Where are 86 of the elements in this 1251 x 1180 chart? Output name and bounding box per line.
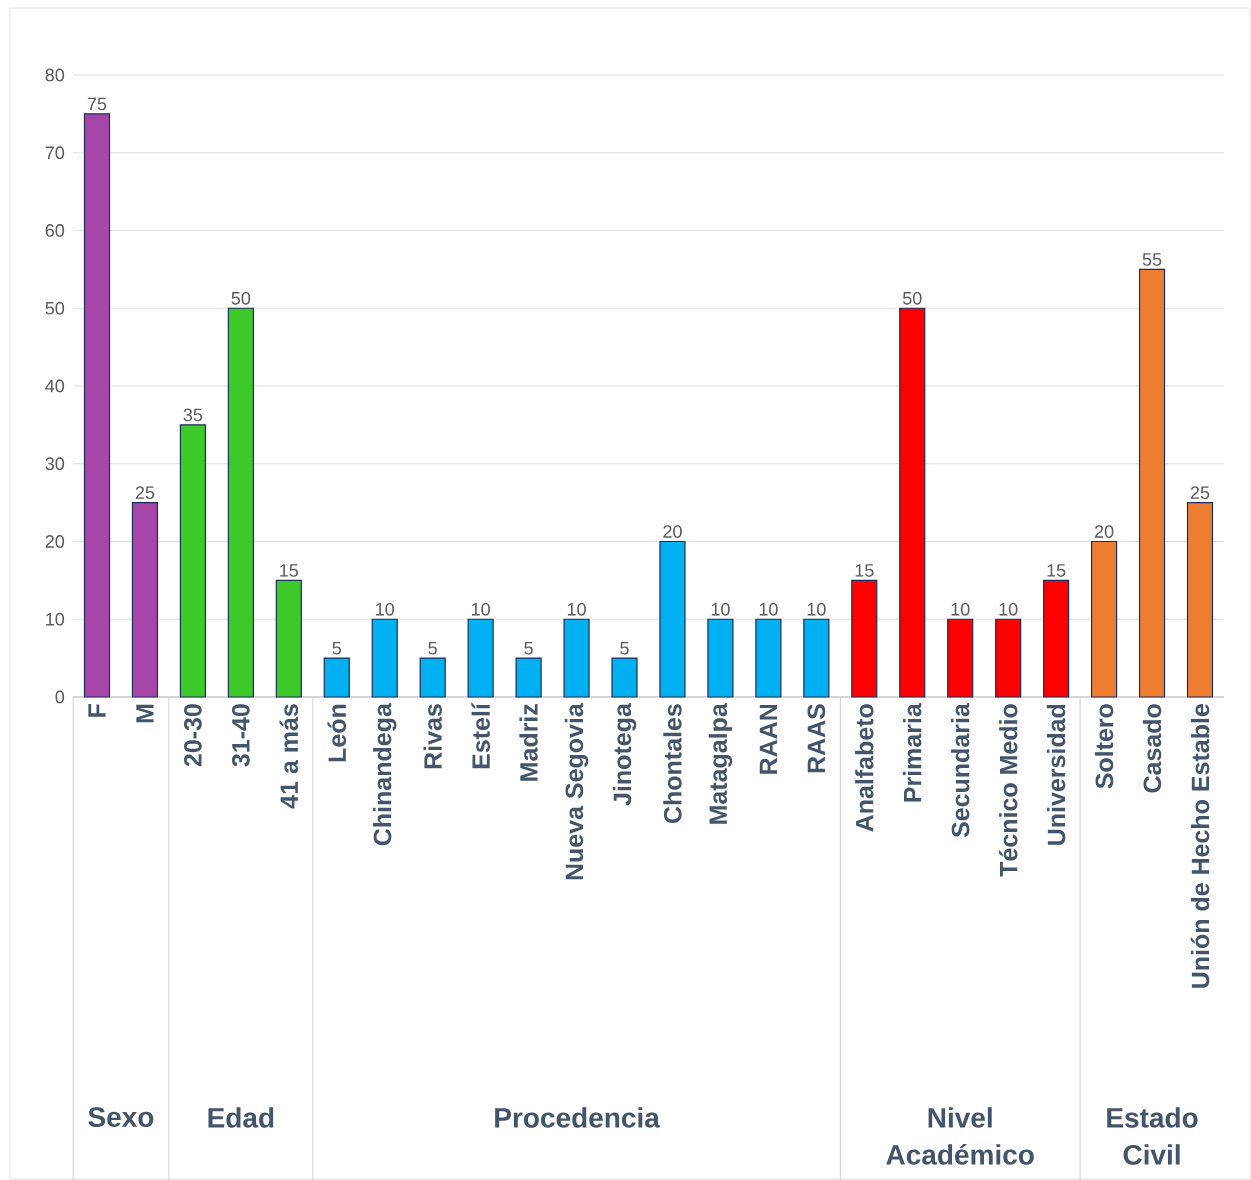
x-tick-label: Soltero	[1094, 704, 1114, 789]
x-tick-label: León	[327, 704, 347, 762]
bar	[755, 618, 782, 698]
bar	[323, 657, 350, 698]
bar	[371, 618, 398, 698]
text: Sexo	[88, 1107, 154, 1128]
x-tick-label: Secundaria	[951, 703, 970, 838]
bar	[1186, 502, 1214, 698]
data-label: 55	[1142, 253, 1162, 266]
x-tick-label: Primaria	[903, 703, 922, 802]
x-tick-label: 41 a más	[279, 704, 299, 809]
x-tick-label: 31-40	[231, 704, 250, 767]
data-label: 10	[471, 602, 490, 616]
data-label: 20	[1094, 525, 1114, 538]
data-label: 25	[1190, 486, 1210, 500]
bar	[515, 657, 542, 698]
bar	[179, 424, 206, 698]
x-tick-label: RAAS	[807, 704, 826, 773]
y-tick-label: 30	[45, 457, 65, 471]
x-tick-label: Madriz	[519, 704, 538, 781]
data-label: 10	[807, 602, 826, 616]
bar	[707, 618, 734, 698]
data-label: 5	[524, 641, 533, 655]
text: Nivel Académico	[886, 1107, 1034, 1165]
data-label: 35	[183, 408, 203, 422]
data-label: 5	[428, 641, 437, 655]
x-tick-label: Analfabeto	[855, 704, 874, 832]
bar	[227, 307, 254, 698]
y-tick-label: 0	[55, 690, 65, 704]
data-label: 15	[855, 564, 874, 577]
data-label: 10	[567, 602, 586, 616]
y-tick-label: 60	[45, 224, 65, 237]
bar	[563, 618, 590, 698]
bar	[467, 618, 494, 698]
bar	[419, 657, 446, 698]
x-tick-label: F	[88, 704, 106, 717]
y-tick-label: 20	[45, 535, 65, 548]
data-label: 10	[376, 602, 395, 616]
data-label: 10	[711, 602, 730, 616]
text: Procedencia	[495, 1107, 660, 1128]
x-tick-label: Unión de Hecho Estable	[1190, 704, 1210, 988]
data-label: 25	[135, 486, 155, 500]
bar	[659, 540, 686, 698]
bar	[131, 502, 159, 698]
x-tick-label: Rivas	[423, 704, 442, 769]
x-tick-label: M	[136, 704, 154, 723]
x-tick-label: Matagalpa	[708, 703, 733, 824]
x-tick-label: Nueva Segovia	[564, 703, 589, 880]
y-tick-label: 50	[45, 301, 65, 315]
bar	[1090, 540, 1118, 698]
data-label: 10	[759, 602, 778, 616]
data-label: 75	[87, 97, 107, 111]
y-tick-label: 80	[45, 68, 65, 82]
bar	[275, 579, 302, 698]
x-tick-label: RAAN	[759, 704, 777, 774]
y-tick-label: 70	[45, 146, 65, 160]
x-tick-label: Jinotega	[612, 703, 637, 806]
x-tick-label: Técnico Medio	[998, 704, 1018, 877]
data-label: 10	[951, 602, 970, 616]
x-tick-label: 20-30	[184, 704, 202, 767]
bar	[947, 618, 974, 698]
x-tick-label: Estelí	[471, 702, 490, 769]
x-tick-label: Chontales	[663, 704, 682, 824]
data-label: 20	[663, 525, 682, 538]
data-label: 15	[1047, 564, 1066, 577]
data-label: 5	[332, 641, 342, 655]
data-label: 50	[231, 291, 251, 305]
x-tick-label: Universidad	[1046, 704, 1066, 845]
bar	[1043, 579, 1070, 698]
bar	[83, 113, 111, 698]
bar	[899, 307, 926, 698]
data-label: 50	[902, 291, 922, 305]
bar	[1138, 268, 1166, 698]
bar	[995, 618, 1022, 698]
data-label: 5	[620, 641, 629, 655]
bar	[803, 618, 830, 698]
bar	[851, 579, 878, 698]
text: Estado Civil	[1107, 1107, 1198, 1165]
x-tick-label: Casado	[1142, 704, 1162, 793]
text: Edad	[208, 1107, 274, 1128]
y-tick-label: 40	[45, 379, 65, 393]
data-label: 10	[999, 602, 1018, 616]
bar	[611, 657, 638, 698]
y-tick-label: 10	[46, 612, 65, 626]
data-label: 15	[280, 564, 299, 577]
x-tick-label: Chinandega	[373, 703, 397, 846]
